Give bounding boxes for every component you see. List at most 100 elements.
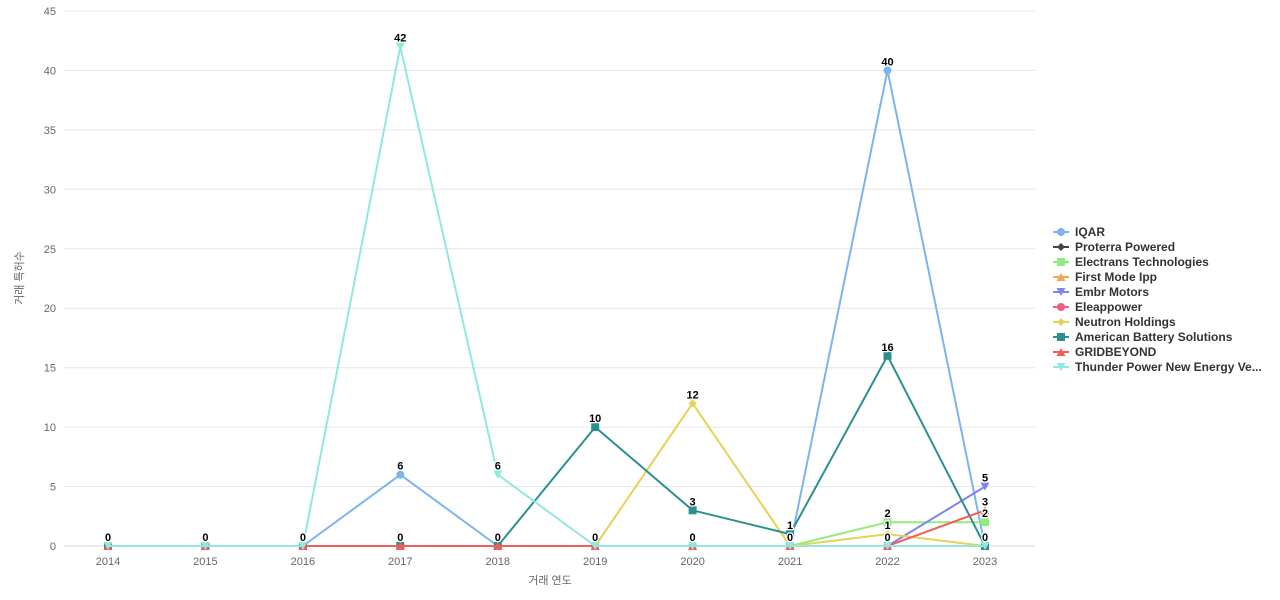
- marker-triangle-down[interactable]: [883, 542, 892, 550]
- marker-triangle-down[interactable]: [688, 542, 698, 550]
- data-label: 0: [982, 532, 988, 544]
- legend-item-eleappower[interactable]: Eleappower: [1052, 299, 1262, 314]
- legend-marker-triangle: [1053, 347, 1069, 356]
- legend-item-label: GRIDBEYOND: [1075, 344, 1157, 359]
- legend-marker-circle: [1053, 302, 1069, 311]
- legend-item-first-mode-ipp[interactable]: First Mode Ipp: [1052, 269, 1262, 284]
- marker-square[interactable]: [786, 530, 795, 539]
- y-tick-label: 5: [50, 482, 56, 494]
- marker-diamond[interactable]: [1057, 317, 1065, 326]
- y-tick-label: 10: [44, 422, 56, 434]
- legend-item-proterra-powered[interactable]: Proterra Powered: [1052, 239, 1262, 254]
- legend-item-gridbeyond[interactable]: GRIDBEYOND: [1052, 344, 1262, 359]
- legend-item-embr-motors[interactable]: Embr Motors: [1052, 284, 1262, 299]
- data-label: 6: [397, 461, 403, 473]
- x-tick-label: 2019: [583, 556, 607, 568]
- marker-square[interactable]: [981, 518, 989, 527]
- marker-circle[interactable]: [1057, 302, 1065, 311]
- legend-item-label: Eleappower: [1075, 299, 1143, 314]
- data-label: 0: [202, 532, 208, 544]
- marker-diamond[interactable]: [688, 399, 697, 408]
- x-tick-label: 2023: [973, 556, 997, 568]
- marker-triangle-down[interactable]: [1056, 362, 1066, 371]
- marker-triangle-down[interactable]: [103, 542, 113, 550]
- y-tick-label: 25: [44, 244, 56, 256]
- marker-triangle-down[interactable]: [298, 542, 308, 550]
- marker-triangle[interactable]: [1056, 347, 1066, 356]
- marker-circle[interactable]: [883, 66, 892, 75]
- data-label: 3: [690, 496, 696, 508]
- legend-marker-diamond: [1053, 242, 1069, 251]
- marker-triangle-down[interactable]: [980, 482, 990, 491]
- data-label: 0: [105, 532, 111, 544]
- data-label: 1: [787, 520, 793, 532]
- marker-triangle-down[interactable]: [1056, 287, 1066, 296]
- legend: IQAR Proterra Powered Electrans Technologi…: [1052, 224, 1262, 374]
- x-tick-label: 2015: [193, 556, 217, 568]
- x-tick-label: 2016: [291, 556, 315, 568]
- data-label: 2: [884, 508, 890, 520]
- series-thunder-power-new-energy-ve[interactable]: [103, 42, 990, 550]
- data-label: 2: [982, 508, 988, 520]
- marker-triangle-down[interactable]: [493, 470, 503, 479]
- series-line: [107, 354, 986, 547]
- x-tick-label: 2017: [388, 556, 412, 568]
- data-label: 0: [592, 532, 598, 544]
- legend-item-label: Neutron Holdings: [1075, 314, 1176, 329]
- series-american-battery-solutions[interactable]: [104, 351, 989, 550]
- data-label: 0: [495, 532, 501, 544]
- marker-triangle[interactable]: [1056, 272, 1066, 281]
- x-tick-label: 2021: [778, 556, 802, 568]
- marker-square[interactable]: [688, 506, 697, 515]
- legend-marker-triangle: [1053, 272, 1069, 281]
- data-label: 0: [300, 532, 306, 544]
- marker-triangle-down[interactable]: [980, 542, 990, 550]
- marker-circle[interactable]: [396, 470, 405, 479]
- series-line: [107, 45, 986, 547]
- y-tick-label: 20: [44, 303, 56, 315]
- data-label: 3: [982, 496, 988, 508]
- marker-triangle-down[interactable]: [785, 542, 795, 550]
- x-axis-title: 거래 연도: [528, 575, 572, 587]
- legend-item-thunder-power-new-energy-ve[interactable]: Thunder Power New Energy Ve...: [1052, 359, 1262, 374]
- data-label: 16: [881, 342, 893, 354]
- legend-item-iqar[interactable]: IQAR: [1052, 224, 1262, 239]
- marker-square[interactable]: [883, 351, 892, 360]
- marker-triangle[interactable]: [395, 542, 405, 550]
- data-label: 0: [787, 532, 793, 544]
- data-label: 0: [690, 532, 696, 544]
- legend-item-american-battery-solutions[interactable]: American Battery Solutions: [1052, 329, 1262, 344]
- legend-marker-triangle-down: [1053, 287, 1069, 296]
- marker-diamond[interactable]: [1057, 242, 1065, 251]
- y-tick-label: 30: [44, 184, 56, 196]
- data-label: 0: [884, 532, 890, 544]
- legend-item-neutron-holdings[interactable]: Neutron Holdings: [1052, 314, 1262, 329]
- marker-square[interactable]: [1057, 332, 1065, 341]
- legend-item-label: Proterra Powered: [1075, 239, 1176, 254]
- data-label: 1: [884, 520, 890, 532]
- y-tick-label: 40: [44, 65, 56, 77]
- marker-diamond[interactable]: [883, 530, 892, 539]
- y-tick-label: 15: [44, 363, 56, 375]
- x-tick-label: 2014: [96, 556, 120, 568]
- marker-triangle-down[interactable]: [395, 42, 405, 51]
- legend-item-electrans-technologies[interactable]: Electrans Technologies: [1052, 254, 1262, 269]
- marker-circle[interactable]: [1057, 227, 1065, 236]
- legend-marker-diamond: [1053, 317, 1069, 326]
- x-tick-label: 2018: [486, 556, 510, 568]
- series-gridbeyond[interactable]: [103, 506, 990, 550]
- legend-item-label: IQAR: [1075, 224, 1105, 239]
- marker-triangle-down[interactable]: [590, 542, 600, 550]
- x-tick-label: 2020: [680, 556, 704, 568]
- marker-square[interactable]: [883, 518, 892, 527]
- y-axis-title: 거래 특허수: [14, 251, 26, 305]
- marker-square[interactable]: [591, 423, 600, 432]
- y-tick-label: 0: [50, 541, 56, 553]
- data-label: 5: [982, 473, 988, 485]
- marker-triangle-down[interactable]: [200, 542, 210, 550]
- marker-triangle[interactable]: [493, 542, 503, 550]
- marker-square[interactable]: [1057, 257, 1065, 266]
- marker-triangle[interactable]: [980, 506, 990, 515]
